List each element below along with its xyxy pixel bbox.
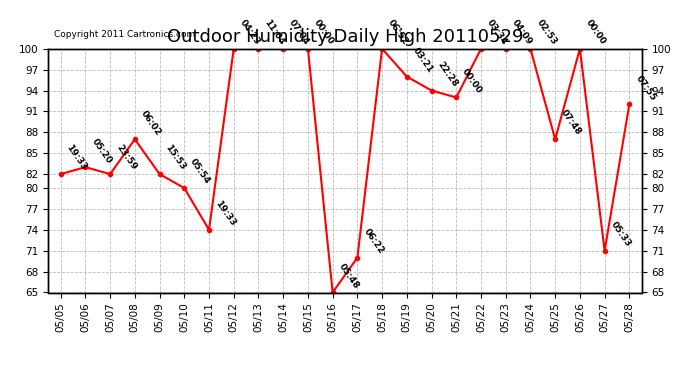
Text: 05:33: 05:33 bbox=[609, 220, 633, 249]
Text: 19:33: 19:33 bbox=[213, 199, 237, 228]
Text: Copyright 2011 Cartronics.com: Copyright 2011 Cartronics.com bbox=[55, 30, 195, 39]
Text: 00:00: 00:00 bbox=[312, 18, 335, 46]
Text: 11:04: 11:04 bbox=[263, 18, 286, 46]
Text: 22:28: 22:28 bbox=[435, 60, 460, 88]
Text: 15:53: 15:53 bbox=[164, 143, 188, 172]
Text: 05:20: 05:20 bbox=[90, 136, 113, 165]
Text: 00:00: 00:00 bbox=[460, 67, 484, 95]
Text: 00:00: 00:00 bbox=[584, 18, 608, 46]
Text: 02:53: 02:53 bbox=[535, 18, 558, 46]
Text: 05:48: 05:48 bbox=[337, 262, 361, 290]
Title: Outdoor Humidity Daily High 20110529: Outdoor Humidity Daily High 20110529 bbox=[167, 28, 523, 46]
Text: 04:23: 04:23 bbox=[238, 18, 262, 46]
Text: 06:52: 06:52 bbox=[386, 18, 410, 46]
Text: 06:02: 06:02 bbox=[139, 109, 163, 137]
Text: 23:59: 23:59 bbox=[115, 143, 138, 172]
Text: 03:21: 03:21 bbox=[411, 46, 435, 75]
Text: 05:54: 05:54 bbox=[188, 157, 213, 186]
Text: 07:48: 07:48 bbox=[560, 108, 583, 137]
Text: 06:22: 06:22 bbox=[362, 227, 385, 255]
Text: 04:09: 04:09 bbox=[510, 18, 533, 46]
Text: 07:04: 07:04 bbox=[287, 18, 311, 46]
Text: 07:55: 07:55 bbox=[633, 74, 658, 102]
Text: 03:34: 03:34 bbox=[485, 18, 509, 46]
Text: 19:33: 19:33 bbox=[65, 143, 89, 172]
